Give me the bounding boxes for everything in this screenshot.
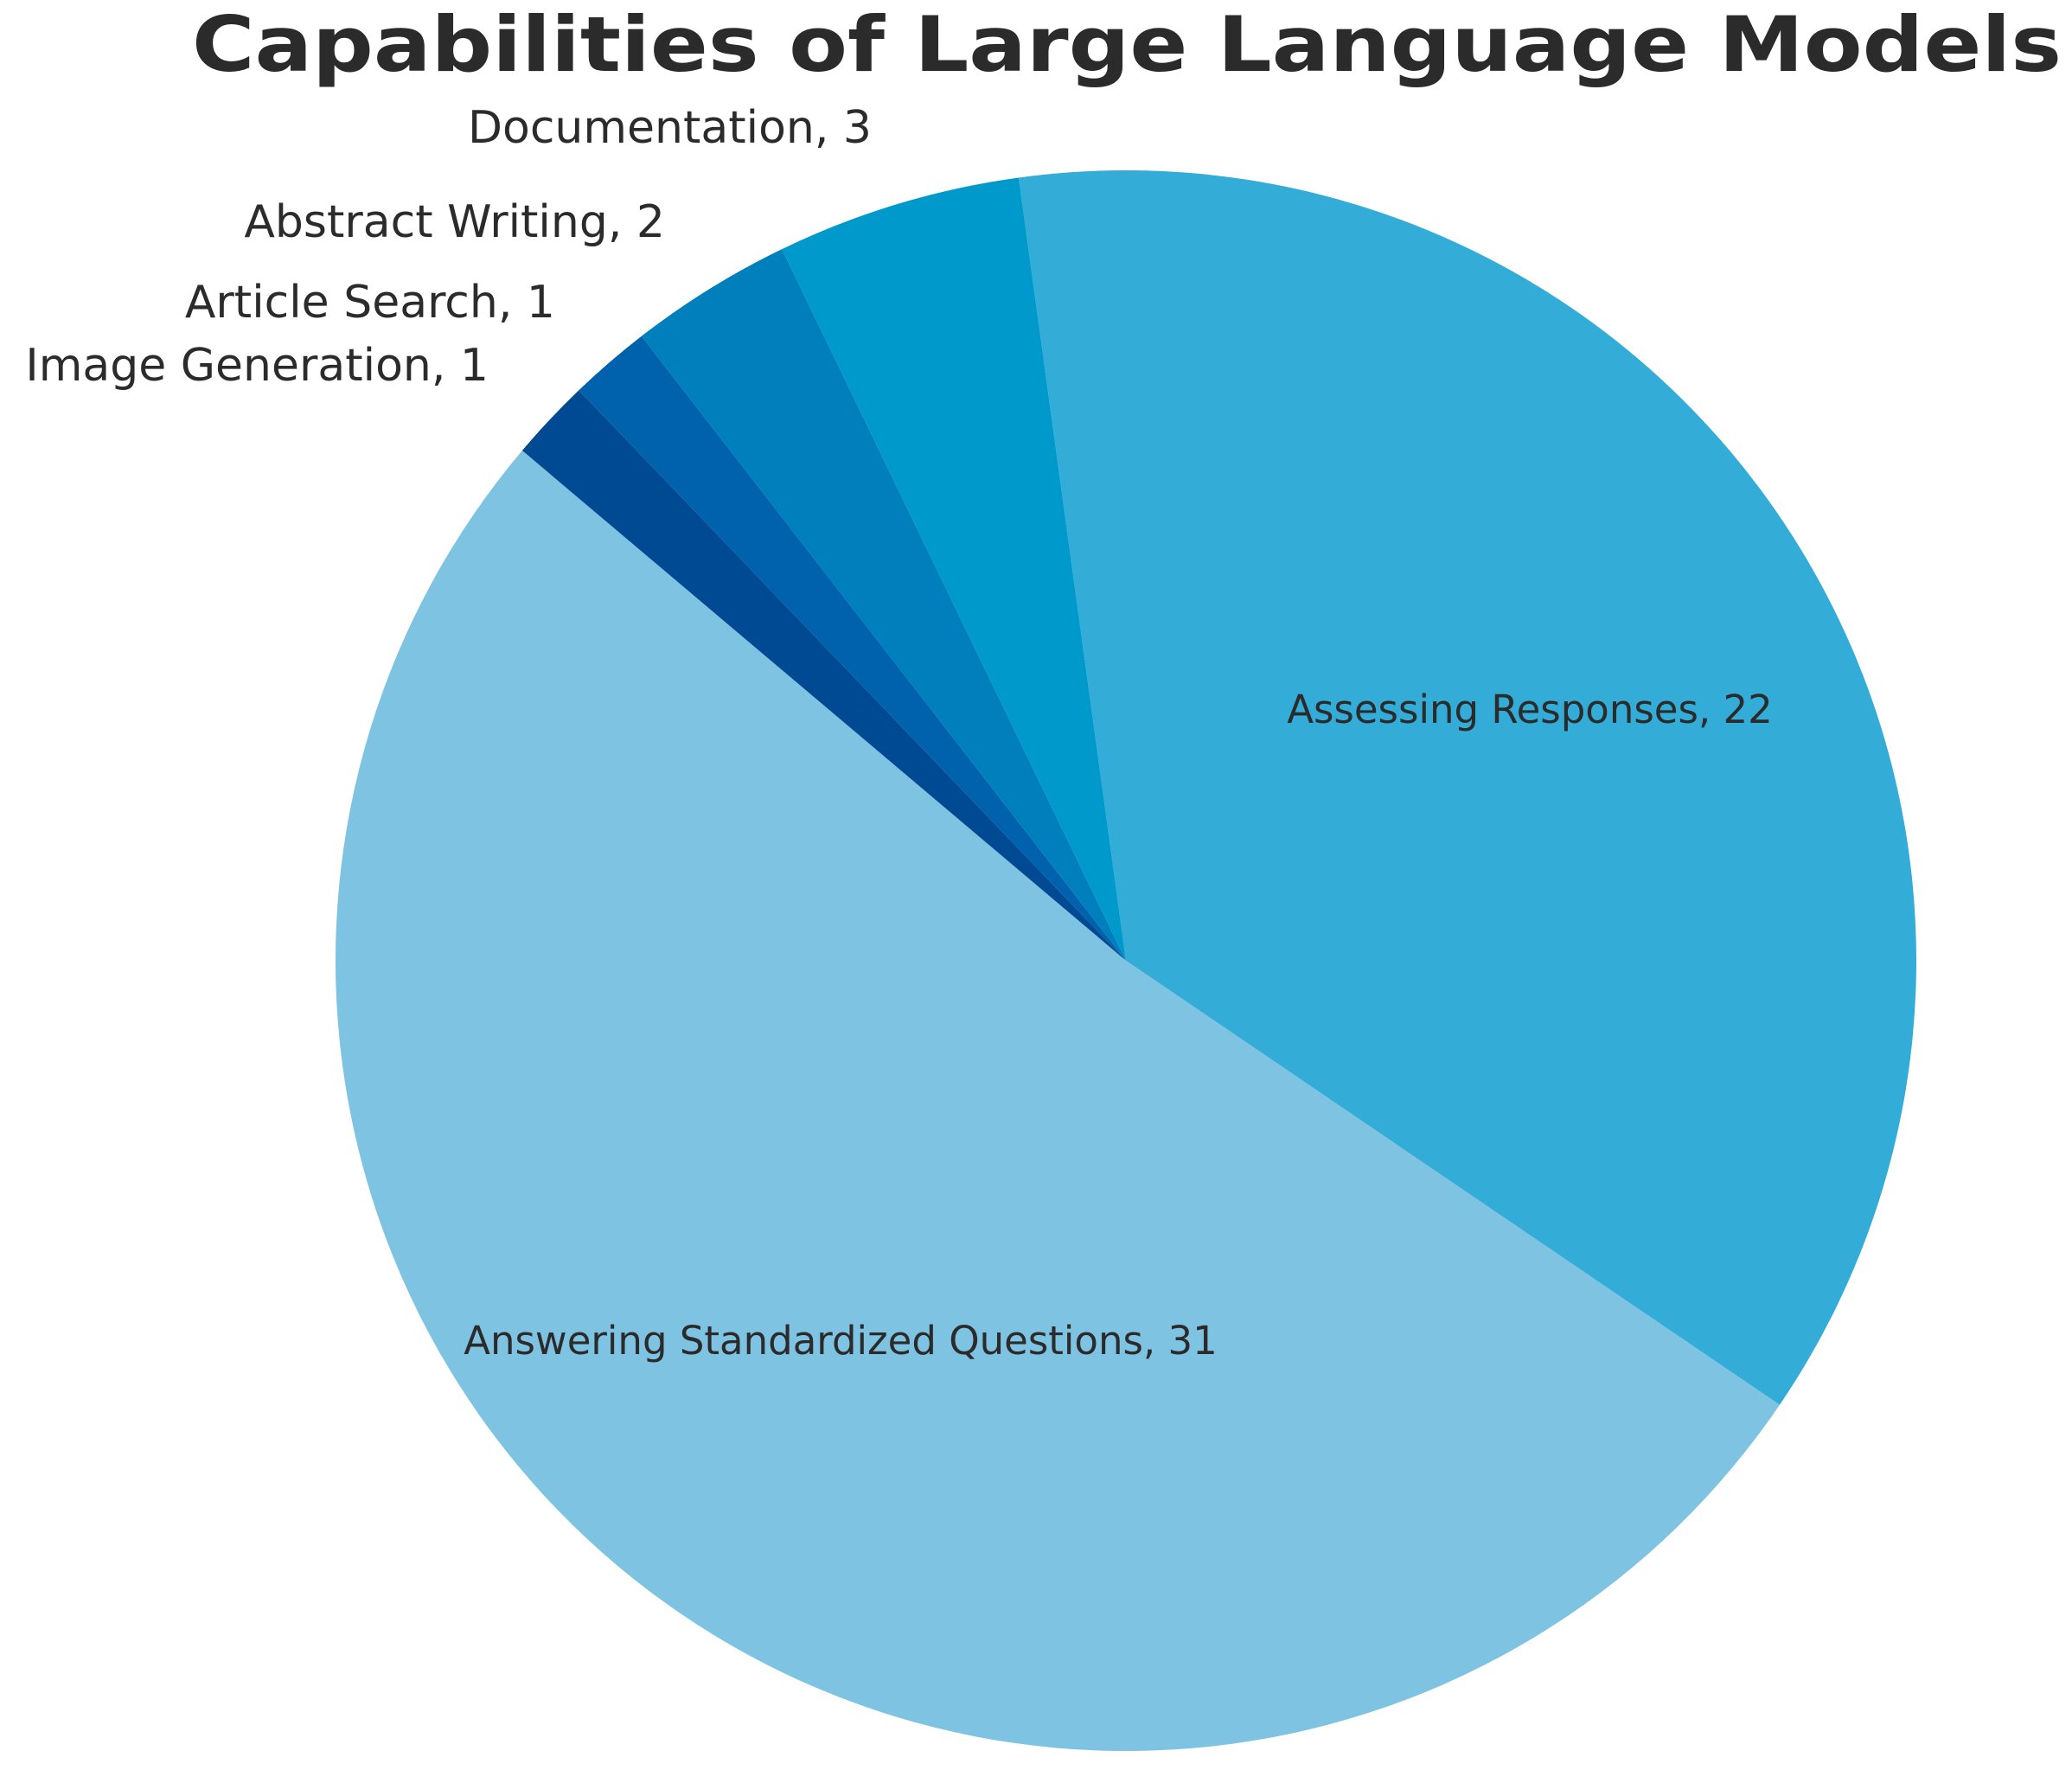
slice-label: Abstract Writing, 2 [244,196,665,248]
pie-slice [579,335,1126,961]
slice-label: Article Search, 1 [185,277,555,329]
chart-title: Capabilities of Large Language Models [192,0,2062,89]
pie-slice [336,450,1780,1751]
slice-label: Assessing Responses, 22 [1287,687,1773,732]
slice-label: Answering Standardized Questions, 31 [464,1318,1218,1364]
pie-slice [641,249,1126,961]
slice-label: Image Generation, 1 [25,340,489,392]
slice-label: Documentation, 3 [468,102,872,154]
pie-slice [521,390,1126,961]
pie-slice [1018,169,1916,1405]
pie-slice [782,177,1126,961]
